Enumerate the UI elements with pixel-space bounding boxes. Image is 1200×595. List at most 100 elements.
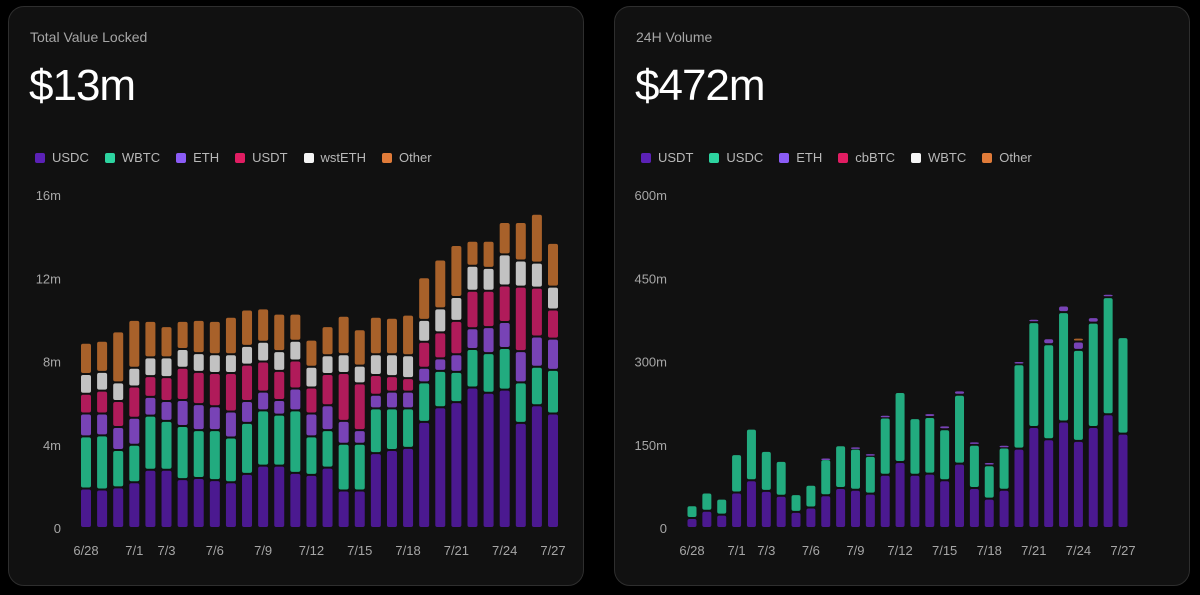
- bar-segment-usdc[interactable]: [467, 388, 478, 527]
- bar-segment-usdt[interactable]: [761, 491, 771, 527]
- bar-segment-other[interactable]: [435, 260, 446, 308]
- bar-segment-eth[interactable]: [338, 421, 349, 443]
- bar-segment-eth[interactable]: [1073, 342, 1083, 349]
- bar-segment-eth[interactable]: [177, 401, 188, 426]
- bar-segment-usdt[interactable]: [499, 286, 510, 321]
- bar-segment-wsteth[interactable]: [306, 367, 317, 387]
- bar-segment-usdc[interactable]: [193, 479, 204, 527]
- bar-segment-usdc[interactable]: [776, 461, 786, 495]
- bar-segment-eth[interactable]: [161, 402, 172, 420]
- bar-segment-usdt[interactable]: [1118, 434, 1128, 527]
- bar-segment-usdt[interactable]: [242, 365, 253, 401]
- bar-segment-wbtc[interactable]: [403, 409, 414, 447]
- bar-segment-other[interactable]: [467, 241, 478, 265]
- bar-segment-other[interactable]: [209, 321, 220, 354]
- bar-segment-other[interactable]: [419, 278, 430, 319]
- bar-segment-usdt[interactable]: [791, 512, 801, 527]
- bar-segment-usdc[interactable]: [821, 460, 831, 495]
- bar-segment-usdc[interactable]: [258, 466, 269, 527]
- bar-segment-eth[interactable]: [306, 414, 317, 436]
- bar-segment-usdt[interactable]: [702, 511, 712, 527]
- bar-segment-usdc[interactable]: [1044, 345, 1054, 439]
- bar-segment-wsteth[interactable]: [225, 355, 236, 372]
- bar-segment-eth[interactable]: [129, 418, 140, 444]
- bar-segment-wsteth[interactable]: [435, 309, 446, 332]
- bar-segment-wbtc[interactable]: [209, 431, 220, 480]
- bar-segment-eth[interactable]: [984, 462, 994, 465]
- bar-segment-usdc[interactable]: [1059, 313, 1069, 421]
- bar-segment-usdc[interactable]: [483, 393, 494, 527]
- bar-segment-usdt[interactable]: [386, 377, 397, 391]
- bar-segment-usdc[interactable]: [419, 422, 430, 527]
- bar-segment-usdc[interactable]: [290, 473, 301, 527]
- bar-segment-usdt[interactable]: [435, 333, 446, 358]
- bar-segment-wsteth[interactable]: [499, 255, 510, 285]
- bar-segment-usdc[interactable]: [865, 456, 875, 493]
- legend-item-usdc[interactable]: USDC: [709, 150, 763, 165]
- bar-segment-eth[interactable]: [354, 431, 365, 443]
- bar-segment-wbtc[interactable]: [322, 431, 333, 467]
- bar-segment-usdt[interactable]: [113, 402, 124, 427]
- bar-segment-usdt[interactable]: [225, 373, 236, 411]
- bar-segment-eth[interactable]: [1103, 294, 1113, 297]
- bar-segment-wbtc[interactable]: [499, 348, 510, 389]
- bar-segment-usdc[interactable]: [732, 455, 742, 492]
- bar-segment-eth[interactable]: [1059, 306, 1069, 312]
- bar-segment-wsteth[interactable]: [145, 358, 156, 376]
- bar-segment-eth[interactable]: [499, 322, 510, 347]
- bar-segment-wbtc[interactable]: [451, 372, 462, 402]
- bar-segment-wbtc[interactable]: [129, 445, 140, 482]
- bar-segment-usdc[interactable]: [499, 390, 510, 527]
- bar-segment-usdc[interactable]: [836, 446, 846, 488]
- bar-segment-usdt[interactable]: [746, 481, 756, 527]
- bar-segment-eth[interactable]: [145, 397, 156, 415]
- bar-segment-wbtc[interactable]: [435, 371, 446, 407]
- bar-segment-usdc[interactable]: [687, 506, 697, 518]
- bar-segment-wsteth[interactable]: [242, 346, 253, 364]
- bar-segment-other[interactable]: [290, 314, 301, 340]
- bar-segment-other[interactable]: [145, 321, 156, 357]
- bar-segment-usdt[interactable]: [687, 519, 697, 527]
- bar-segment-wbtc[interactable]: [386, 409, 397, 449]
- bar-segment-usdc[interactable]: [806, 485, 816, 507]
- legend-item-other[interactable]: Other: [382, 150, 432, 165]
- bar-segment-usdt[interactable]: [97, 391, 108, 413]
- legend-item-wbtc[interactable]: WBTC: [104, 150, 160, 165]
- bar-segment-usdc[interactable]: [880, 418, 890, 474]
- bar-segment-usdt[interactable]: [717, 515, 727, 527]
- bar-segment-eth[interactable]: [258, 392, 269, 410]
- bar-segment-usdt[interactable]: [821, 496, 831, 527]
- bar-segment-other[interactable]: [515, 223, 526, 260]
- bar-segment-usdc[interactable]: [761, 451, 771, 490]
- bar-segment-usdc[interactable]: [1088, 323, 1098, 426]
- bar-segment-usdt[interactable]: [193, 372, 204, 404]
- bar-segment-eth[interactable]: [999, 445, 1009, 448]
- bar-segment-wbtc[interactable]: [467, 350, 478, 387]
- bar-segment-usdc[interactable]: [354, 491, 365, 527]
- bar-segment-usdt[interactable]: [806, 508, 816, 527]
- legend-item-usdt[interactable]: USDT: [641, 150, 693, 165]
- bar-segment-eth[interactable]: [419, 368, 430, 382]
- bar-segment-usdc[interactable]: [1014, 365, 1024, 448]
- bar-segment-usdc[interactable]: [242, 474, 253, 527]
- bar-segment-wsteth[interactable]: [451, 297, 462, 320]
- bar-segment-usdt[interactable]: [129, 387, 140, 417]
- bar-segment-usdt[interactable]: [1059, 422, 1069, 527]
- bar-segment-usdc[interactable]: [370, 454, 381, 527]
- bar-segment-eth[interactable]: [483, 328, 494, 353]
- bar-segment-eth[interactable]: [467, 329, 478, 349]
- bar-segment-eth[interactable]: [1014, 361, 1024, 364]
- bar-segment-usdc[interactable]: [338, 491, 349, 527]
- bar-segment-usdt[interactable]: [925, 474, 935, 527]
- bar-segment-other[interactable]: [386, 318, 397, 354]
- legend-item-eth[interactable]: ETH: [176, 150, 219, 165]
- bar-segment-usdc[interactable]: [306, 475, 317, 527]
- bar-segment-usdt[interactable]: [354, 384, 365, 430]
- bar-segment-wbtc[interactable]: [97, 436, 108, 489]
- bar-segment-usdt[interactable]: [403, 379, 414, 391]
- bar-segment-wbtc[interactable]: [177, 427, 188, 479]
- bar-segment-usdc[interactable]: [322, 468, 333, 527]
- bar-segment-usdt[interactable]: [880, 475, 890, 527]
- bar-segment-eth[interactable]: [955, 391, 965, 394]
- bar-segment-eth[interactable]: [1088, 318, 1098, 322]
